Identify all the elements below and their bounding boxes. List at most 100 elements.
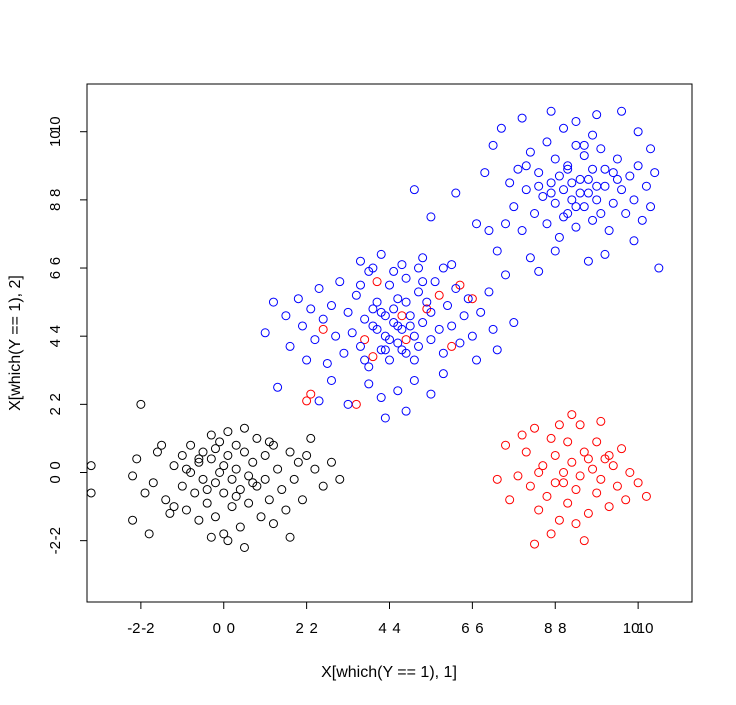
data-point [393,321,403,331]
data-point [140,488,150,498]
data-point [351,290,361,300]
data-point [318,481,328,491]
data-point [297,495,307,505]
data-point [210,478,220,488]
data-point [451,188,461,198]
data-point [277,485,287,495]
data-point [368,352,378,362]
data-point [401,297,411,307]
data-point [355,256,365,266]
data-point [227,502,237,512]
x-tick-label: 8 [558,620,566,637]
data-point [302,396,312,406]
data-point [559,185,569,195]
x-axis-label: X[which(Y == 1), 1] [321,664,457,681]
data-point [430,277,440,287]
data-point [368,263,378,273]
data-point [571,485,581,495]
data-point [592,110,602,120]
data-point [385,280,394,290]
data-point [144,529,154,539]
data-point [422,297,432,307]
data-point [621,495,631,505]
data-point [501,219,511,229]
data-point [426,307,436,317]
data-point [364,379,374,389]
data-point [273,382,283,392]
data-point [335,474,345,484]
data-point [488,140,498,150]
data-point [646,144,656,154]
y-axis-label: X[which(Y == 1), 2] [7,275,24,411]
data-point [542,219,552,229]
data-point [418,277,428,287]
data-point [592,181,602,191]
data-point [583,454,593,464]
data-point [360,355,370,365]
data-point [646,202,656,212]
data-point [438,348,448,358]
y-tick-label: 6 [47,271,64,279]
data-point [223,450,233,460]
data-point [302,355,312,365]
data-point [380,311,390,321]
data-point [633,127,643,137]
data-point [322,358,332,368]
x-tick-label: 2 [295,620,303,637]
data-point [198,447,208,457]
data-point [451,283,461,293]
data-point [372,277,382,287]
data-point [376,249,386,259]
data-point [571,116,581,126]
data-point [281,311,291,321]
data-point [260,450,270,460]
data-point [231,464,241,474]
data-point [530,209,540,218]
data-point [306,433,316,443]
data-point [426,389,436,399]
data-point [393,386,403,396]
data-point [405,311,415,321]
x-tick-label: 6 [475,620,483,637]
data-point [426,335,436,345]
data-point [285,447,295,457]
data-point [604,502,614,512]
x-tick-label: 8 [544,620,552,637]
data-point [215,468,225,477]
data-point [538,461,548,471]
data-point [550,478,560,488]
data-point [210,512,220,522]
x-tick-label: 4 [378,620,386,637]
x-tick-label: -2 [127,620,140,637]
y-tick-label: 2 [47,393,64,401]
data-point [525,253,535,263]
data-point [567,195,577,205]
y-tick-label: 6 [47,257,64,265]
data-point [132,454,142,464]
x-tick-label: -2 [141,620,154,637]
data-point [567,178,577,188]
data-point [169,461,179,471]
data-point [588,464,598,474]
data-point [409,185,419,195]
data-point [152,447,162,457]
data-point [389,266,399,276]
data-point [314,283,324,293]
data-point [596,209,606,218]
data-point [579,536,589,546]
data-point [484,287,494,297]
data-point [554,171,564,181]
data-point [380,413,390,423]
data-point [223,536,233,546]
data-point [389,304,399,314]
x-tick-label: 2 [309,620,317,637]
data-point [256,512,266,522]
data-point [372,297,382,307]
data-point [128,515,138,525]
data-point [563,437,573,447]
data-point [530,539,540,549]
data-point [194,454,204,464]
data-point [306,304,316,314]
data-point [447,260,457,270]
data-point [190,488,200,498]
